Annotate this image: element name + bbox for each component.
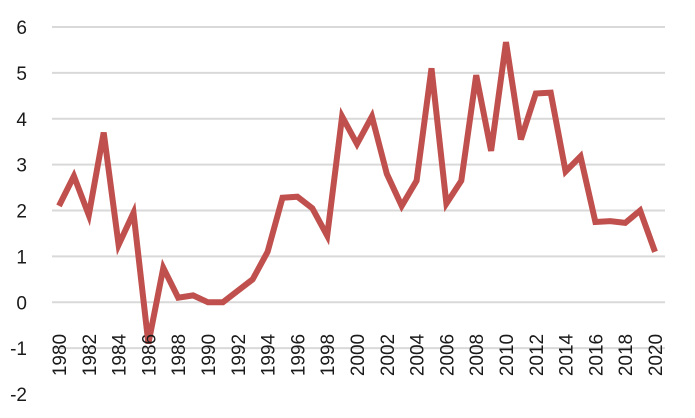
x-tick-label: 1984: [110, 333, 131, 376]
y-axis-tick-labels: -2 -1 0 1 2 3 4 5 6: [10, 18, 27, 406]
y-tick-label: -2: [10, 385, 27, 406]
x-tick-label: 2004: [408, 333, 429, 376]
y-tick-label: 1: [16, 247, 27, 268]
x-tick-label: 2018: [616, 334, 637, 376]
x-tick-label: 1986: [139, 334, 160, 376]
x-tick-label: 2000: [348, 334, 369, 376]
x-tick-label: 1982: [80, 334, 101, 376]
x-tick-label: 1996: [288, 334, 309, 376]
x-tick-label: 2010: [497, 334, 518, 376]
y-tick-label: 4: [16, 110, 27, 131]
x-tick-label: 1988: [169, 334, 190, 376]
x-tick-label: 1990: [199, 334, 220, 376]
y-tick-label: 0: [16, 293, 27, 314]
series-line: [56, 41, 658, 345]
x-axis-tick-labels: 1980 1982 1984 1986 1988 1990 1992 1994 1996 1998…: [50, 333, 667, 376]
x-tick-label: 1994: [259, 333, 280, 376]
x-tick-label: 2012: [527, 334, 548, 376]
x-tick-label: 2008: [467, 334, 488, 376]
y-tick-label: -1: [10, 339, 27, 360]
x-tick-label: 1980: [50, 334, 71, 376]
y-tick-label: 3: [16, 156, 27, 177]
y-tick-label: 5: [16, 64, 27, 85]
x-tick-label: 2014: [557, 333, 578, 376]
x-tick-label: 1992: [229, 334, 250, 376]
series-layer: [56, 41, 658, 345]
y-tick-label: 6: [16, 18, 27, 39]
x-tick-label: 2016: [586, 334, 607, 376]
x-tick-label: 2020: [646, 334, 667, 376]
y-tick-label: 2: [16, 202, 27, 223]
x-tick-label: 2006: [437, 334, 458, 376]
x-tick-label: 2002: [378, 334, 399, 376]
x-tick-label: 1998: [318, 334, 339, 376]
